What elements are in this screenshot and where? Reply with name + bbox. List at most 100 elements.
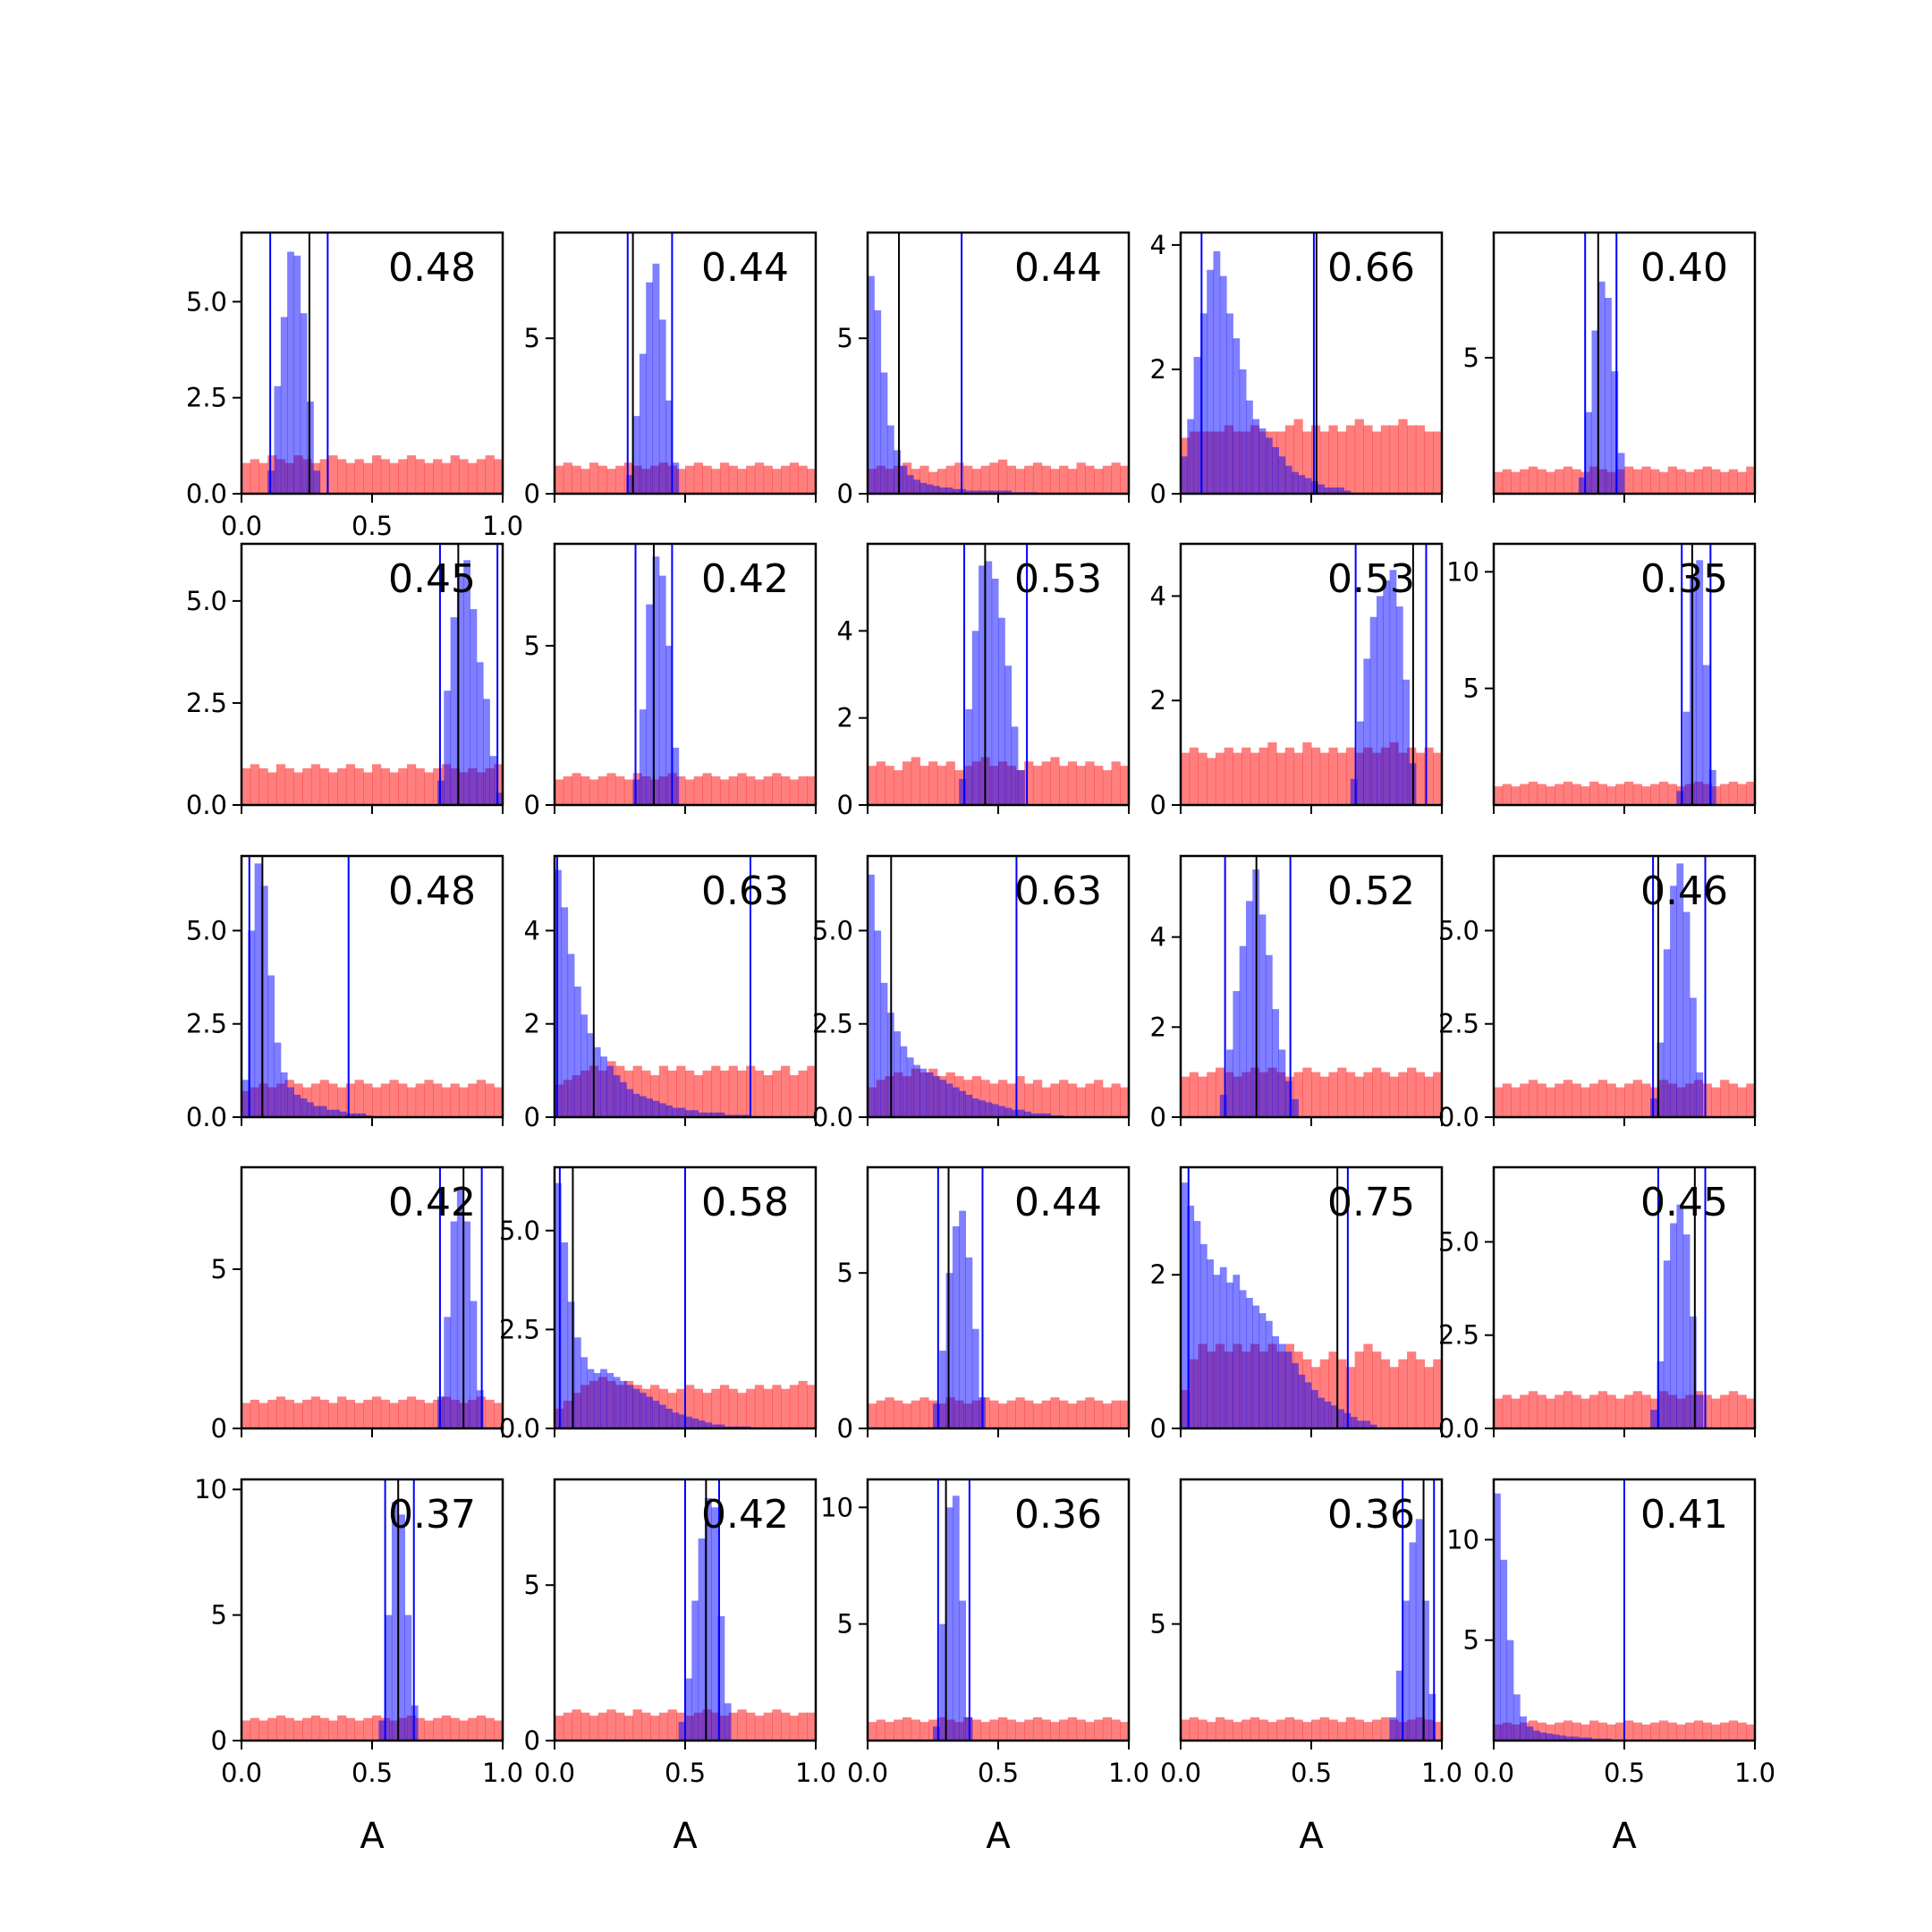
- prior-bar: [1572, 1394, 1581, 1428]
- panel-annotation: 0.40: [1640, 245, 1728, 291]
- prior-bar: [702, 773, 712, 805]
- prior-bar: [1433, 1072, 1442, 1117]
- posterior-bar: [300, 1098, 308, 1117]
- posterior-bar: [1187, 419, 1195, 494]
- y-tick-label: 2.5: [499, 1314, 540, 1344]
- prior-bar: [632, 1065, 642, 1117]
- prior-bar: [1076, 1719, 1086, 1741]
- prior-bar: [685, 1070, 695, 1117]
- posterior-bar: [933, 1726, 940, 1741]
- posterior-bar: [1239, 1290, 1247, 1428]
- prior-bar: [363, 1399, 373, 1428]
- posterior-bar: [900, 465, 908, 494]
- prior-bar: [1597, 784, 1608, 805]
- posterior-bar: [613, 1075, 621, 1117]
- prior-bar: [1328, 1352, 1338, 1428]
- posterior-bar: [698, 1420, 706, 1428]
- prior-bar: [1111, 1719, 1121, 1741]
- y-tick-label: 2: [1150, 1012, 1166, 1042]
- posterior-bar: [561, 1242, 569, 1428]
- prior-bar: [242, 1402, 251, 1428]
- prior-bar: [623, 1716, 634, 1741]
- prior-bar: [1363, 425, 1373, 494]
- y-tick-label: 5: [1463, 343, 1479, 373]
- prior-bar: [345, 1717, 356, 1741]
- posterior-bar: [444, 691, 452, 805]
- prior-bar: [1085, 1083, 1095, 1117]
- y-tick-label: 4: [1150, 580, 1166, 611]
- prior-bar: [1667, 1722, 1677, 1741]
- prior-bar: [650, 1075, 660, 1117]
- prior-bar: [476, 1080, 487, 1117]
- prior-bar: [267, 772, 277, 805]
- posterior-bar: [626, 1089, 634, 1117]
- prior-bar: [693, 1075, 703, 1117]
- x-tick-label: 0.0: [534, 1758, 575, 1788]
- posterior-bar: [646, 282, 653, 494]
- prior-bar: [1624, 466, 1634, 494]
- posterior-bar: [1682, 911, 1690, 1117]
- panel-annotation: 0.36: [1014, 1492, 1102, 1538]
- prior-bar: [781, 465, 791, 494]
- prior-bar: [1015, 469, 1025, 494]
- x-tick-label: 0.0: [847, 1758, 888, 1788]
- prior-bar: [1389, 1076, 1399, 1117]
- prior-bar: [1050, 757, 1060, 805]
- prior-bar: [1050, 1722, 1060, 1741]
- prior-bar: [1424, 431, 1434, 494]
- posterior-bar: [704, 1422, 712, 1428]
- posterior-bar: [1663, 1260, 1671, 1428]
- prior-bar: [589, 1716, 599, 1741]
- prior-bar: [354, 1720, 364, 1741]
- posterior-bar: [1559, 1735, 1566, 1741]
- x-tick-label: 0.5: [1604, 1758, 1645, 1788]
- prior-bar: [798, 1070, 808, 1117]
- prior-bar: [1546, 1087, 1555, 1117]
- panel-annotation: 0.45: [388, 556, 476, 602]
- posterior-bar: [463, 560, 470, 805]
- prior-bar: [1076, 462, 1086, 494]
- posterior-bar: [1513, 1694, 1521, 1741]
- prior-bar: [1720, 784, 1730, 805]
- posterior-bar: [959, 1600, 966, 1741]
- posterior-bar: [698, 1538, 706, 1741]
- prior-bar: [380, 1083, 390, 1117]
- prior-bar: [1650, 469, 1660, 494]
- posterior-bar: [979, 490, 986, 494]
- prior-bar: [433, 1717, 443, 1741]
- prior-bar: [328, 455, 338, 494]
- plot-area: [868, 856, 1129, 1117]
- prior-bar: [1302, 741, 1312, 805]
- posterior-bar: [1272, 1009, 1279, 1117]
- prior-bar: [1737, 1087, 1747, 1117]
- prior-bar: [1494, 786, 1504, 805]
- prior-bar: [1354, 1076, 1364, 1117]
- x-tick-label: 0.5: [978, 1758, 1019, 1788]
- prior-bar: [798, 775, 808, 805]
- prior-bar: [1563, 1720, 1573, 1741]
- prior-bar: [415, 1083, 425, 1117]
- posterior-bar: [1546, 1733, 1554, 1741]
- prior-bar: [1085, 1397, 1095, 1428]
- prior-bar: [1702, 1722, 1712, 1741]
- prior-bar: [1102, 1403, 1113, 1428]
- prior-bar: [398, 1399, 408, 1428]
- posterior-bar: [1284, 1080, 1292, 1117]
- prior-bar: [719, 462, 730, 494]
- posterior-bar: [1539, 1733, 1546, 1741]
- prior-bar: [1189, 1072, 1199, 1117]
- prior-bar: [1267, 1722, 1277, 1741]
- posterior-bar: [319, 1106, 327, 1117]
- x-tick-label: 0.5: [665, 1758, 706, 1788]
- prior-bar: [693, 462, 703, 494]
- x-tick-label: 1.0: [1421, 1758, 1462, 1788]
- prior-bar: [1032, 766, 1043, 805]
- prior-bar: [310, 1083, 321, 1117]
- prior-bar: [1424, 1076, 1434, 1117]
- posterior-bar: [678, 1107, 686, 1117]
- posterior-bar: [691, 1110, 699, 1117]
- posterior-bar: [1239, 369, 1247, 494]
- posterior-bar: [333, 1109, 340, 1117]
- posterior-bar: [613, 1377, 621, 1428]
- panel-annotation: 0.42: [701, 556, 789, 602]
